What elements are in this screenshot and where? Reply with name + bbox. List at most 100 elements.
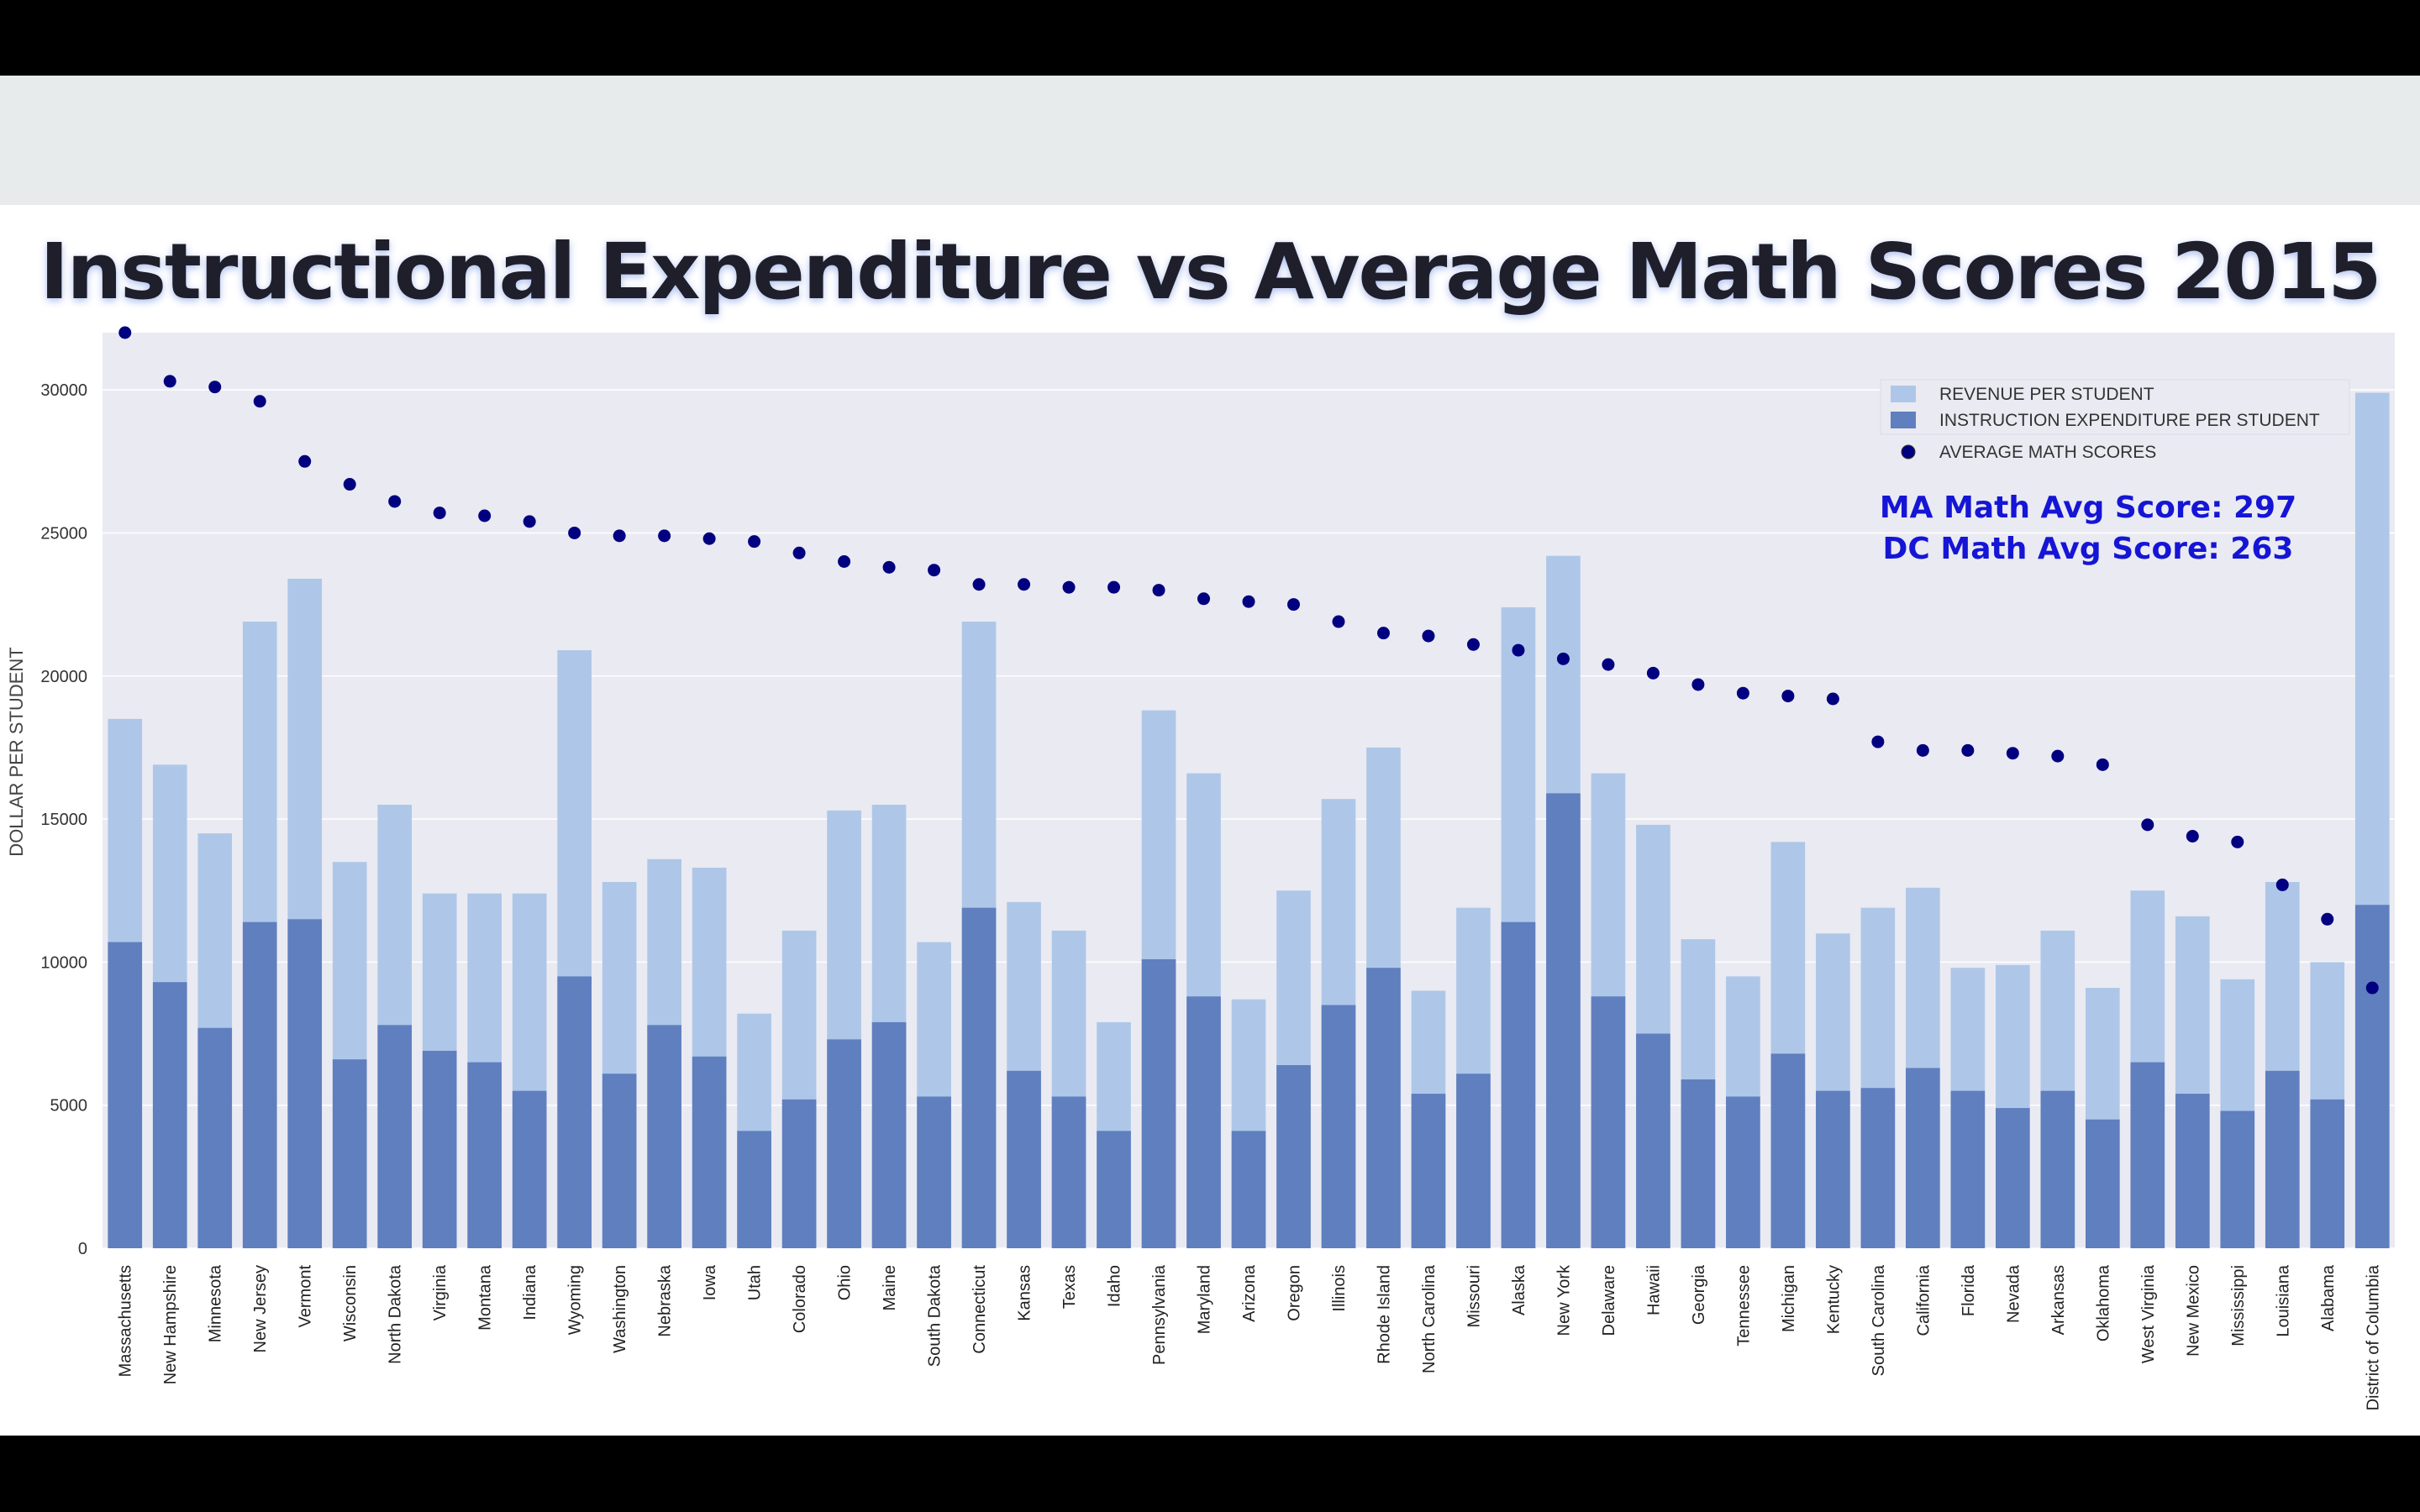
x-tick-label: Michigan bbox=[1780, 1265, 1798, 1332]
bar-instruction bbox=[422, 1050, 457, 1248]
x-tick-label: Montana bbox=[476, 1264, 495, 1331]
point-math-score bbox=[613, 529, 626, 543]
y-tick-label: 30000 bbox=[40, 381, 87, 400]
point-math-score bbox=[2006, 747, 2019, 760]
point-math-score bbox=[433, 507, 446, 520]
x-tick-label: Kentucky bbox=[1824, 1265, 1843, 1334]
x-tick-label: Colorado bbox=[791, 1265, 809, 1333]
y-tick-label: 5000 bbox=[50, 1097, 88, 1116]
bar-instruction bbox=[781, 1099, 817, 1248]
bar-instruction bbox=[827, 1039, 861, 1248]
y-tick-label: 15000 bbox=[40, 811, 87, 829]
annotation-ma-score: MA Math Avg Score: 297 bbox=[1880, 491, 2296, 525]
point-math-score bbox=[1646, 666, 1660, 680]
point-math-score bbox=[2141, 818, 2154, 832]
x-tick-label: Vermont bbox=[297, 1265, 315, 1328]
bar-instruction bbox=[2175, 1094, 2210, 1248]
x-tick-label: Florida bbox=[1960, 1264, 1978, 1316]
x-tick-label: Arkansas bbox=[2049, 1265, 2068, 1335]
x-tick-label: Alaska bbox=[1510, 1264, 1528, 1315]
point-math-score bbox=[2275, 878, 2289, 891]
x-tick-label: Virginia bbox=[431, 1264, 450, 1320]
x-tick-label: Arizona bbox=[1240, 1264, 1259, 1322]
point-math-score bbox=[1781, 690, 1795, 703]
y-axis-title: DOLLAR PER STUDENT bbox=[6, 647, 27, 856]
bar-instruction bbox=[1501, 921, 1536, 1248]
x-tick-label: Oklahoma bbox=[2094, 1264, 2112, 1341]
y-tick-label: 20000 bbox=[40, 668, 87, 686]
bar-instruction bbox=[871, 1021, 907, 1248]
x-tick-label: Massachusetts bbox=[117, 1265, 135, 1377]
x-tick-label: New Hampshire bbox=[161, 1265, 180, 1384]
x-tick-label: Texas bbox=[1060, 1265, 1079, 1309]
point-math-score bbox=[972, 578, 986, 591]
x-tick-label: Hawaii bbox=[1644, 1265, 1663, 1315]
point-math-score bbox=[1871, 735, 1885, 748]
point-math-score bbox=[1332, 615, 1345, 628]
point-math-score bbox=[1376, 627, 1390, 640]
bar-instruction bbox=[377, 1025, 413, 1248]
bar-instruction bbox=[2220, 1110, 2255, 1248]
bar-instruction bbox=[108, 942, 143, 1248]
bar-instruction bbox=[2040, 1090, 2075, 1248]
x-tick-label: Missouri bbox=[1465, 1265, 1483, 1327]
y-tick-label: 10000 bbox=[40, 953, 87, 972]
bar-instruction bbox=[2130, 1062, 2165, 1248]
point-math-score bbox=[1826, 692, 1839, 706]
bar-instruction bbox=[1906, 1068, 1940, 1248]
point-math-score bbox=[702, 532, 716, 545]
bar-instruction bbox=[1996, 1108, 2030, 1248]
point-math-score bbox=[1556, 652, 1570, 665]
point-math-score bbox=[1602, 658, 1615, 671]
x-tick-label: Indiana bbox=[521, 1264, 539, 1320]
x-tick-labels: Massachusetts New Hampshire Minnesota New J… bbox=[117, 1264, 2383, 1410]
chart-title: Instructional Expenditure vs Average Mat… bbox=[39, 227, 2382, 317]
bar-instruction bbox=[1186, 996, 1221, 1248]
point-math-score bbox=[2051, 749, 2065, 763]
x-tick-label: Alabama bbox=[2319, 1264, 2338, 1331]
x-tick-label: West Virginia bbox=[2139, 1264, 2158, 1363]
point-math-score bbox=[1466, 638, 1480, 651]
x-tick-label: Washington bbox=[611, 1265, 629, 1353]
point-math-score bbox=[1242, 595, 1255, 608]
bar-instruction bbox=[1636, 1033, 1670, 1248]
point-math-score bbox=[1062, 580, 1076, 594]
x-tick-label: Mississippi bbox=[2229, 1265, 2248, 1347]
point-math-score bbox=[208, 381, 222, 394]
x-tick-label: Nebraska bbox=[656, 1264, 675, 1336]
bar-instruction bbox=[2310, 1099, 2345, 1248]
legend-swatch-instruction bbox=[1891, 412, 1916, 428]
legend-box bbox=[1880, 379, 2350, 435]
bar-instruction bbox=[2354, 905, 2390, 1248]
x-tick-label: Pennsylvania bbox=[1150, 1264, 1169, 1365]
x-tick-label: Iowa bbox=[701, 1264, 719, 1300]
top-band bbox=[0, 76, 2420, 205]
bar-instruction bbox=[1681, 1079, 1716, 1248]
bar-instruction bbox=[557, 976, 592, 1248]
bar-instruction bbox=[512, 1090, 547, 1248]
point-math-score bbox=[1018, 578, 1031, 591]
bar-instruction bbox=[1097, 1131, 1131, 1248]
bar-instruction bbox=[242, 921, 277, 1248]
bar-instruction bbox=[692, 1056, 727, 1248]
x-tick-label: Delaware bbox=[1600, 1265, 1618, 1336]
x-tick-label: Nevada bbox=[2004, 1264, 2023, 1323]
point-math-score bbox=[1512, 643, 1525, 657]
bar-instruction bbox=[1051, 1096, 1086, 1248]
point-math-score bbox=[118, 326, 132, 339]
x-tick-label: Wisconsin bbox=[341, 1265, 360, 1341]
point-math-score bbox=[658, 529, 671, 543]
point-math-score bbox=[568, 526, 581, 539]
x-tick-label: Oregon bbox=[1285, 1265, 1303, 1321]
legend-label-instruction: INSTRUCTION EXPENDITURE PER STUDENT bbox=[1939, 411, 2320, 430]
point-math-score bbox=[1736, 686, 1749, 700]
bar-instruction bbox=[332, 1059, 367, 1248]
y-tick-label: 0 bbox=[78, 1240, 87, 1258]
bar-instruction bbox=[1231, 1131, 1266, 1248]
bar-instruction bbox=[1411, 1094, 1446, 1248]
x-tick-label: South Dakota bbox=[926, 1264, 944, 1367]
point-math-score bbox=[2096, 758, 2109, 771]
bar-instruction bbox=[287, 919, 323, 1248]
x-tick-label: Ohio bbox=[836, 1265, 855, 1300]
